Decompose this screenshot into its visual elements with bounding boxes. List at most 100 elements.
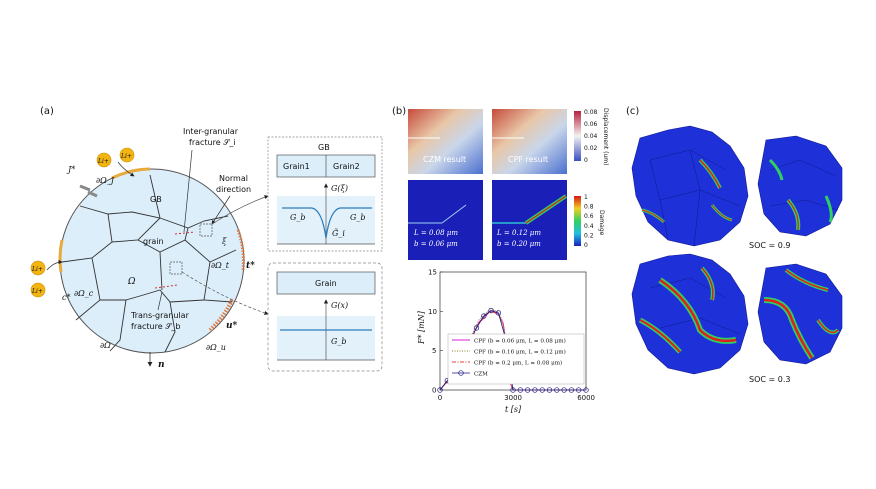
- g-x-label: G(x): [331, 301, 348, 310]
- czm-point: [583, 387, 589, 393]
- czm-l-param: L = 0.08 μm: [413, 229, 458, 237]
- connector-gb: [211, 195, 269, 225]
- chart-ylabel: F* [mN]: [417, 310, 426, 345]
- czm-damage-map: L = 0.08 μm b = 0.06 μm: [408, 180, 483, 260]
- cpf-b-param: b = 0.20 μm: [497, 240, 541, 248]
- gb-box-title: GB: [318, 143, 330, 152]
- gb-left-label: G_b: [290, 213, 306, 222]
- czm-point: [546, 387, 553, 393]
- connector-grain: [181, 271, 269, 315]
- soc-09-label: SOC = 0.9: [749, 241, 790, 250]
- li-arrow-top: [117, 161, 135, 177]
- grain-detail-box: Grain G(x) G_b: [267, 262, 383, 372]
- czm-result-label: CZM result: [423, 155, 466, 164]
- label-d-omega-j: ∂Ω_J: [96, 176, 115, 185]
- cpf-displacement-map: CPF result: [492, 109, 567, 174]
- cpf-l-param: L = 0.12 μm: [496, 229, 541, 237]
- gb-grain-label: G_b: [331, 337, 347, 346]
- grain-box-title: Grain: [315, 279, 337, 288]
- damage-tick-1: 0.8: [584, 204, 594, 211]
- czm-point: [554, 387, 560, 393]
- li-ion-1: Li+: [96, 152, 112, 168]
- panel-a: (a) GB grain Ω: [30, 106, 383, 372]
- czm-b-param: b = 0.06 μm: [414, 240, 458, 248]
- displacement-tick-3: 0.02: [584, 145, 598, 152]
- label-direction: direction: [216, 185, 251, 194]
- y-tick-label: 5: [432, 347, 436, 355]
- y-tick-label: 0: [432, 387, 436, 395]
- particle-soc09-left: [631, 125, 749, 247]
- inter-granular-leader: [183, 149, 193, 233]
- force-time-chart: 0 3000 6000 0 5 10 15 F* [mN] t [s] CPF (b = 0…: [417, 269, 595, 415]
- label-trans-granular: Trans-granular: [130, 311, 190, 320]
- label-u-star: u*: [226, 321, 238, 331]
- label-d-omega-t: ∂Ω_t: [211, 261, 230, 270]
- panel-a-label: (a): [40, 106, 54, 117]
- czm-point: [488, 307, 494, 314]
- legend-entry: CZM: [474, 372, 488, 378]
- boundary-u-arc: [208, 299, 234, 332]
- normal-arrow: [211, 195, 231, 225]
- cpf-damage-map: L = 0.12 μm b = 0.20 μm: [492, 180, 568, 260]
- czm-point: [539, 387, 545, 393]
- czm-point: [481, 313, 487, 319]
- displacement-colorbar: [574, 111, 581, 161]
- gb-right-label: G_b: [350, 213, 366, 222]
- li-arrow-left: [46, 259, 63, 271]
- damage-title: Damage: [598, 210, 605, 236]
- displacement-ticks: 0.08 0.06 0.04 0.02 0: [584, 109, 598, 164]
- grain1-label: Grain1: [283, 162, 310, 171]
- x-tick-label: 3000: [504, 394, 522, 402]
- label-fracture-sb: fracture 𝒮_b: [131, 322, 180, 331]
- czm-point: [473, 325, 480, 331]
- x-tick-label: 6000: [577, 394, 595, 402]
- boundary-c-arc: [58, 239, 64, 273]
- czm-point: [510, 387, 516, 393]
- panel-b-label: (b): [392, 106, 406, 117]
- particle-soc09-right: [757, 135, 843, 237]
- label-omega: Ω: [127, 277, 136, 287]
- legend-entry: CPF (b = 0.06 μm, L = 0.08 μm): [474, 338, 566, 345]
- czm-point: [517, 387, 523, 393]
- grain-boundaries: [61, 174, 237, 353]
- label-inter-granular: Inter-granular: [183, 127, 239, 136]
- label-fracture-si: fracture 𝒮_i: [189, 138, 236, 147]
- g-xi-label: G(ξ): [331, 184, 348, 193]
- label-gb: GB: [150, 195, 162, 204]
- gb-detail-box: GB Grain1 Grain2 G(ξ) G_b G_b G̃_i: [267, 136, 383, 252]
- displacement-tick-4: 0: [584, 157, 588, 164]
- soc-03-label: SOC = 0.3: [749, 375, 790, 384]
- cpf-result-label: CPF result: [508, 155, 548, 164]
- damage-tick-5: 0: [584, 242, 588, 249]
- czm-point: [568, 387, 575, 393]
- czm-point: [532, 387, 538, 393]
- label-d-omega: ∂Ω: [100, 341, 111, 350]
- displacement-tick-1: 0.06: [584, 121, 598, 128]
- y-tick-label: 15: [428, 269, 437, 277]
- particle-soc03-left: [631, 253, 749, 375]
- panel-c: (c) SOC = 0.9: [626, 106, 843, 384]
- x-tick-label: 0: [438, 394, 442, 402]
- czm-point: [524, 387, 531, 393]
- label-n: n: [158, 360, 165, 370]
- particle-soc03-right: [757, 263, 843, 365]
- czm-point: [495, 310, 502, 316]
- li-ion-3: Li+: [30, 260, 46, 276]
- zoom-square-gb: [199, 223, 213, 237]
- label-d-omega-c: ∂Ω_c: [74, 289, 94, 298]
- czm-displacement-map: CZM result: [408, 109, 483, 174]
- zoom-square-grain: [169, 261, 183, 275]
- label-normal: Normal: [219, 174, 248, 183]
- damage-tick-4: 0.2: [584, 232, 594, 239]
- displacement-title: Displacement (um): [602, 108, 609, 165]
- damage-ticks: 1 0.8 0.6 0.4 0.2 0: [584, 194, 594, 249]
- damage-colorbar: [574, 196, 581, 246]
- damage-tick-3: 0.4: [584, 223, 594, 230]
- li-ion-4: Li+: [30, 282, 46, 298]
- chart-xlabel: t [s]: [505, 405, 522, 414]
- label-c-star: c*: [62, 293, 70, 302]
- label-j-star: J*: [66, 165, 75, 174]
- label-t-star: t*: [246, 261, 255, 271]
- label-xi: ξ: [222, 237, 227, 246]
